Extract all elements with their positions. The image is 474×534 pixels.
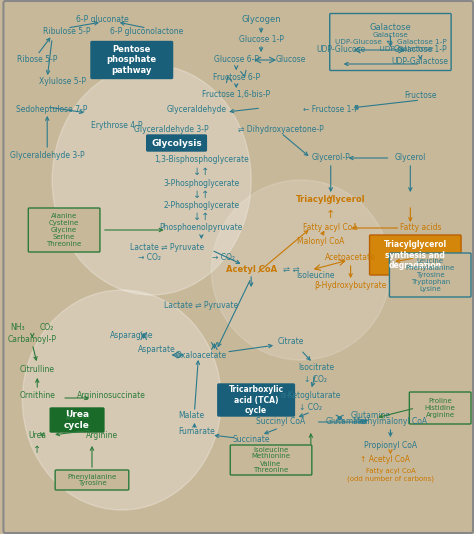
Text: ↓↑: ↓↑ [193,212,210,222]
Text: NH₃: NH₃ [10,324,25,333]
Text: Succinate: Succinate [232,436,270,444]
Ellipse shape [22,290,221,510]
Text: Triacylglycerol: Triacylglycerol [296,195,365,205]
FancyBboxPatch shape [55,470,129,490]
FancyBboxPatch shape [390,253,471,297]
Text: Fatty acyl CoA: Fatty acyl CoA [303,224,358,232]
Text: → CO₂: → CO₂ [212,254,235,263]
Text: Fructose: Fructose [404,90,437,99]
FancyBboxPatch shape [230,445,312,475]
Text: Citrulline: Citrulline [20,365,55,374]
Text: Leucine
Phenylalanine
Tyrosine
Tryptophan
Lysine: Leucine Phenylalanine Tyrosine Tryptopha… [406,258,455,292]
Text: ↓ CO₂: ↓ CO₂ [304,375,328,384]
Text: Carbamoyl-P: Carbamoyl-P [8,335,57,344]
Text: Fatty acyl CoA
(odd number of carbons): Fatty acyl CoA (odd number of carbons) [347,468,434,482]
Text: Succinyl CoA: Succinyl CoA [256,418,306,427]
Text: Phosphoenolpyruvate: Phosphoenolpyruvate [160,224,243,232]
Text: CO₂: CO₂ [40,324,55,333]
Text: ⇌ ⇌: ⇌ ⇌ [283,265,299,274]
Text: Proline
Histidine
Arginine: Proline Histidine Arginine [425,398,456,418]
Text: ↑ Acetyl CoA: ↑ Acetyl CoA [360,456,410,465]
Text: β-Hydroxybutyrate: β-Hydroxybutyrate [314,280,387,289]
Text: Erythrose 4-P: Erythrose 4-P [91,121,143,130]
Text: Galactose: Galactose [370,23,411,33]
FancyBboxPatch shape [370,235,461,275]
Text: Urea: Urea [28,430,46,439]
Text: Galactose 1-P: Galactose 1-P [394,45,447,54]
Text: ↓↑: ↓↑ [193,167,210,177]
FancyBboxPatch shape [91,42,173,78]
Text: Triacylglycerol
synthesis and
degradation: Triacylglycerol synthesis and degradatio… [384,240,447,270]
Text: Argininosuccinate: Argininosuccinate [77,390,146,399]
Text: Oxaloacetate: Oxaloacetate [176,350,227,359]
Text: Urea
cycle: Urea cycle [64,410,90,430]
Text: ↑: ↑ [33,445,41,455]
Text: 3-Phosphoglycerate: 3-Phosphoglycerate [163,178,239,187]
FancyBboxPatch shape [146,135,206,151]
Text: Isocitrate: Isocitrate [298,364,334,373]
Text: ↓ CO₂: ↓ CO₂ [300,404,322,412]
Text: Ribulose 5-P: Ribulose 5-P [43,27,91,36]
Text: Malonyl CoA: Malonyl CoA [297,238,345,247]
Text: Xylulose 5-P: Xylulose 5-P [38,77,86,87]
Text: α-Ketoglutarate: α-Ketoglutarate [281,390,341,399]
Text: Glucose: Glucose [276,56,306,65]
Text: Ornithine: Ornithine [19,390,55,399]
Text: Fructose 1,6-bis-P: Fructose 1,6-bis-P [202,90,270,99]
Ellipse shape [211,180,391,360]
FancyBboxPatch shape [330,13,451,70]
Text: Sedoheptulose 7-P: Sedoheptulose 7-P [17,106,88,114]
Text: Isoleucine
Methionine
Valine
Threonine: Isoleucine Methionine Valine Threonine [252,446,291,474]
Text: Citrate: Citrate [278,337,304,347]
Text: Glycerol: Glycerol [395,153,426,162]
Text: Glyceraldehyde 3-P: Glyceraldehyde 3-P [134,125,209,135]
Text: Isoleucine: Isoleucine [297,271,335,279]
Text: Aspartate: Aspartate [138,345,175,355]
FancyBboxPatch shape [410,392,471,424]
Text: ← Fructose 1-P: ← Fructose 1-P [303,106,359,114]
Text: Glutamate: Glutamate [325,418,366,427]
Text: Phenylalanine
Tyrosine: Phenylalanine Tyrosine [67,474,117,486]
FancyBboxPatch shape [28,208,100,252]
Text: ⇌ Dihydroxyacetone-P: ⇌ Dihydroxyacetone-P [238,125,324,135]
Text: Fumarate: Fumarate [178,428,215,436]
Text: 6-P gluconolactone: 6-P gluconolactone [110,27,183,36]
Text: ↑: ↑ [326,210,336,220]
Text: Arginine: Arginine [86,430,118,439]
Ellipse shape [52,65,251,295]
Text: Lactate ⇌ Pyruvate: Lactate ⇌ Pyruvate [129,242,204,252]
Text: ↓↑: ↓↑ [193,190,210,200]
Text: Tricarboxylic
acid (TCA)
cycle: Tricarboxylic acid (TCA) cycle [228,385,283,415]
Text: UDP-Glucose: UDP-Glucose [316,45,365,54]
Text: Glutamine: Glutamine [351,411,391,420]
Text: 6-P gluconate: 6-P gluconate [75,15,128,25]
FancyBboxPatch shape [218,384,294,416]
Text: Alanine
Cysteine
Glycine
Serine
Threonine: Alanine Cysteine Glycine Serine Threonin… [46,213,82,247]
Text: UDP-Galactose: UDP-Galactose [392,58,449,67]
Text: Acetoacetate: Acetoacetate [325,254,376,263]
Text: Glyceraldehyde: Glyceraldehyde [166,106,227,114]
Text: Fatty acids: Fatty acids [400,224,441,232]
Text: Propionyl CoA: Propionyl CoA [364,441,417,450]
Text: Pentose
phosphate
pathway: Pentose phosphate pathway [107,45,157,75]
Text: Malate: Malate [178,411,204,420]
Text: Glycogen: Glycogen [241,15,281,25]
Text: Glycerol-P: Glycerol-P [311,153,350,162]
Text: Ribose 5-P: Ribose 5-P [17,56,57,65]
Text: Fructose 6-P: Fructose 6-P [213,73,260,82]
Text: Asparagine: Asparagine [110,331,154,340]
Text: Methylmalonyl CoA: Methylmalonyl CoA [354,418,428,427]
Text: Glucose 1-P: Glucose 1-P [239,35,283,44]
Text: Acetyl CoA: Acetyl CoA [226,265,277,274]
Text: 2-Phosphoglycerate: 2-Phosphoglycerate [164,200,239,209]
Text: → CO₂: → CO₂ [138,254,161,263]
Text: Galactose
UDP-Glucose  ↔  Galactose 1-P
              UDP-Galactose: Galactose UDP-Glucose ↔ Galactose 1-P UD… [335,32,447,52]
Text: Glyceraldehyde 3-P: Glyceraldehyde 3-P [10,151,84,160]
Text: Glycolysis: Glycolysis [151,138,202,147]
FancyBboxPatch shape [50,408,104,432]
Text: Glucose 6-P: Glucose 6-P [214,56,259,65]
Text: 1,3-Bisphosphoglycerate: 1,3-Bisphosphoglycerate [154,155,249,164]
Text: Lactate ⇌ Pyruvate: Lactate ⇌ Pyruvate [164,301,238,310]
